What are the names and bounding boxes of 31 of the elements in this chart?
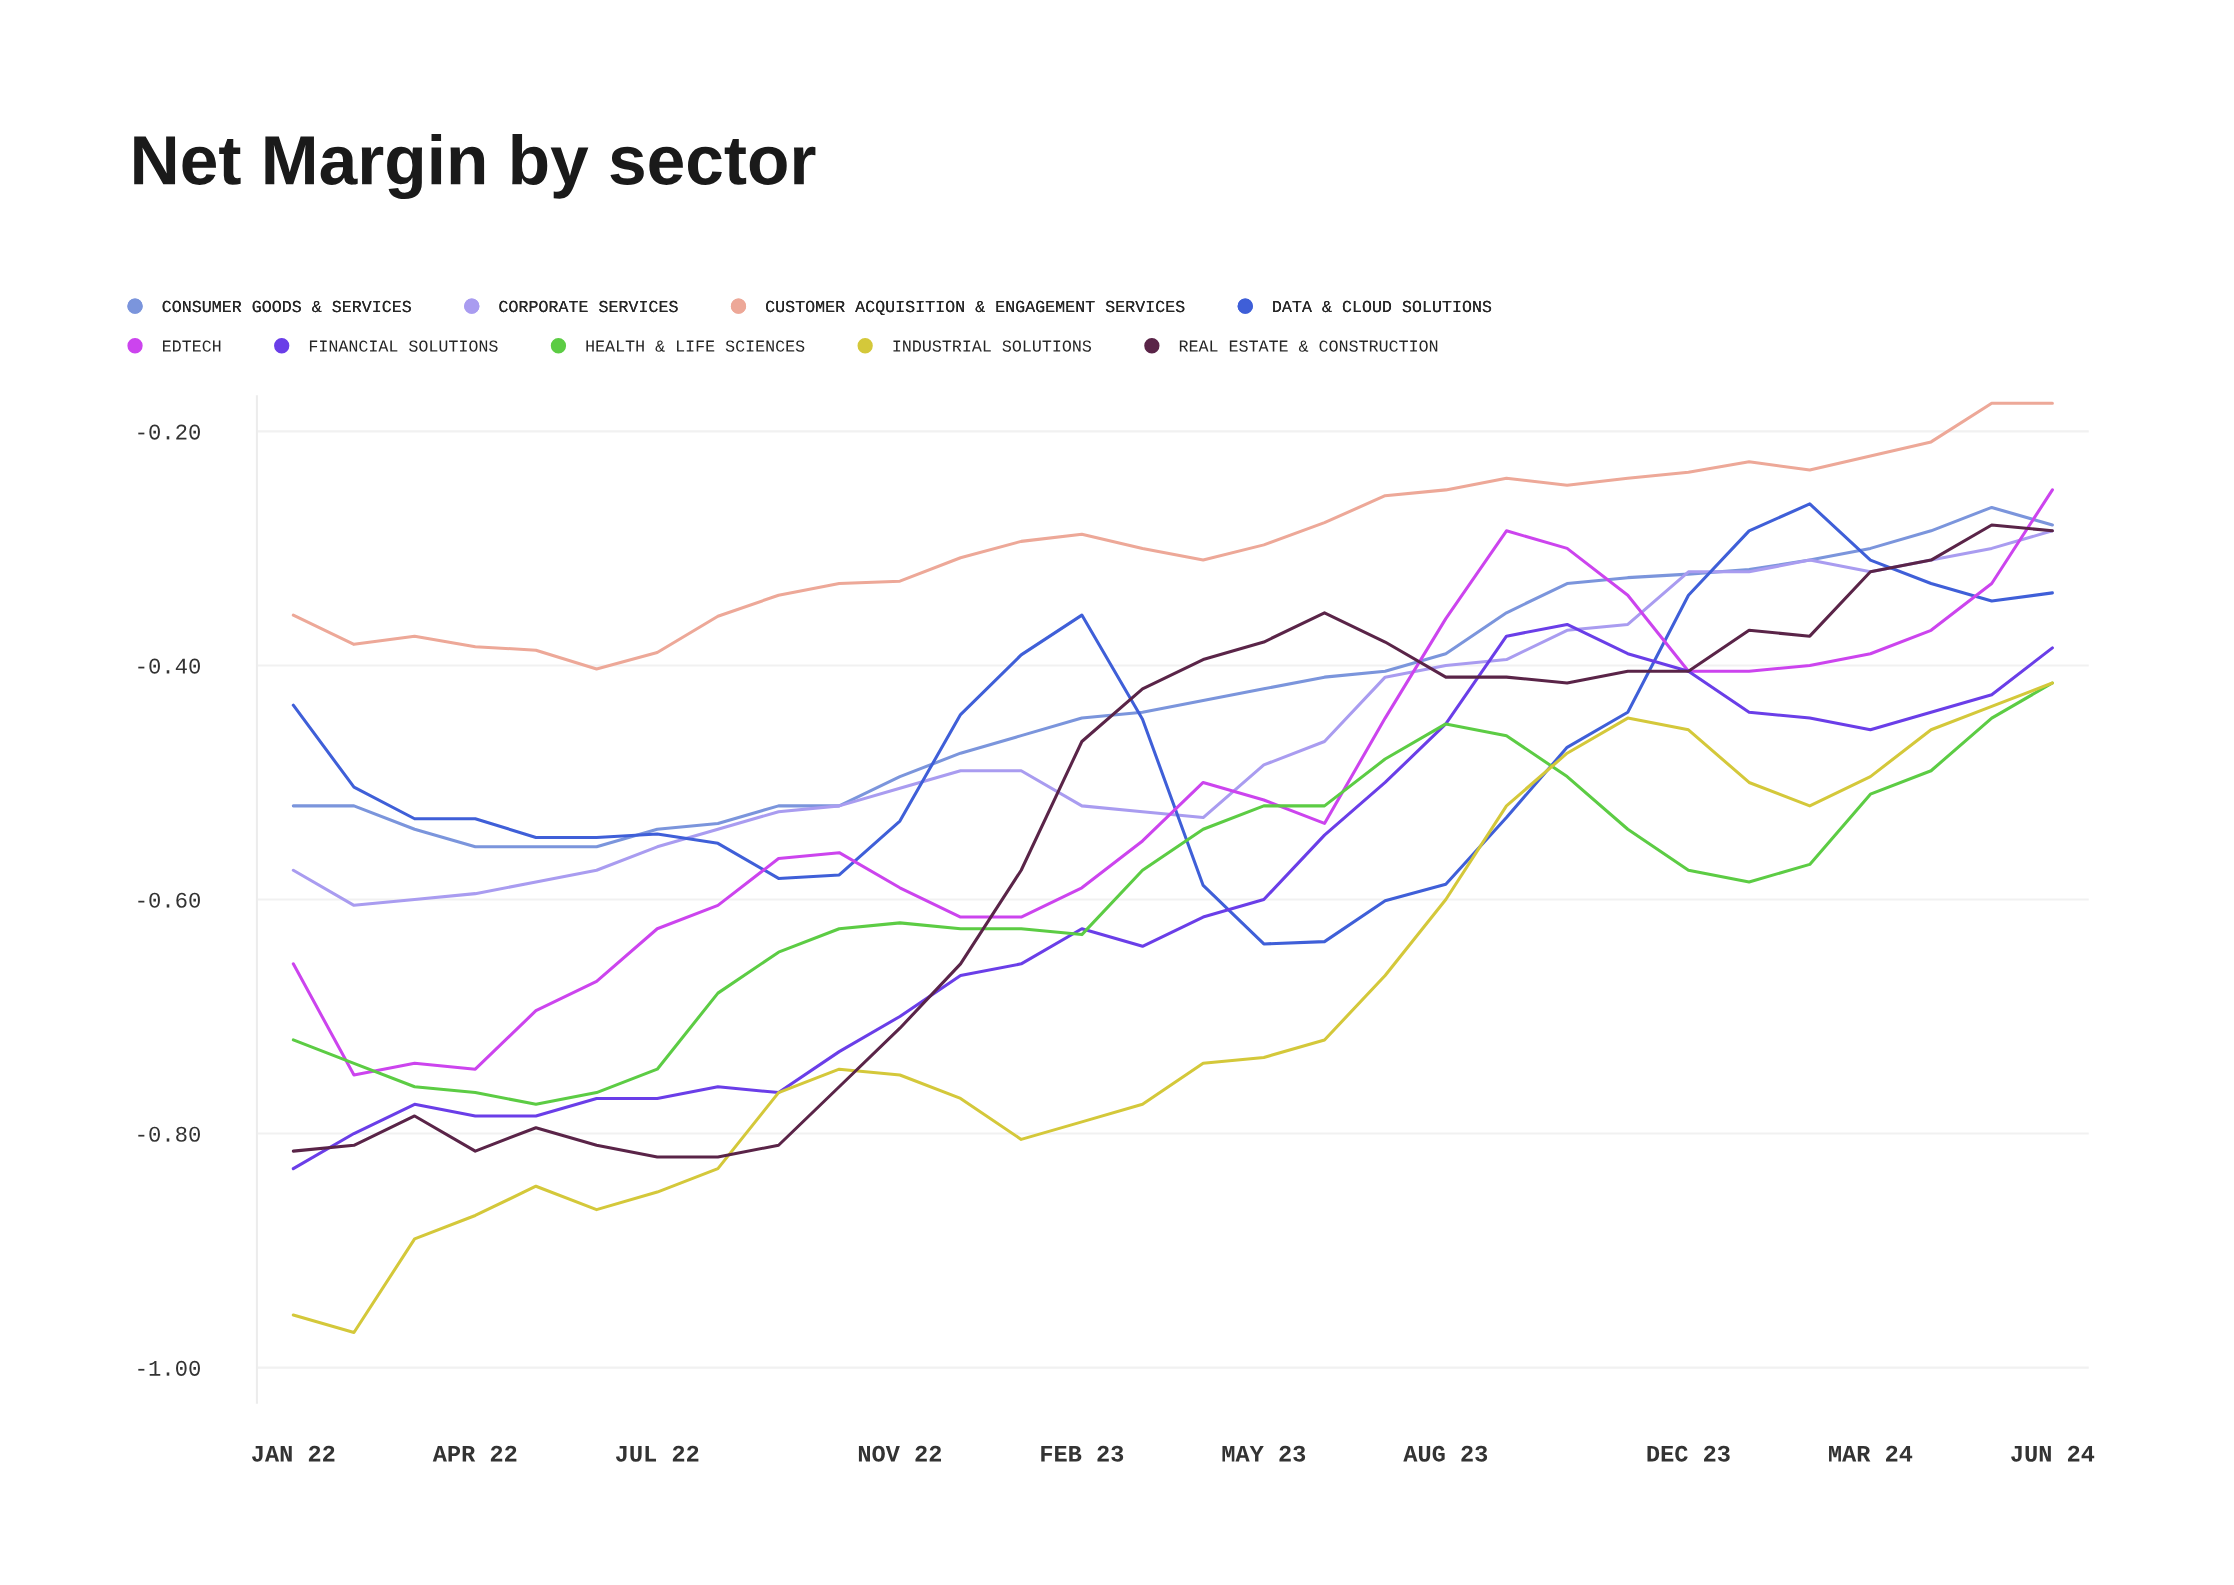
legend-label: CUSTOMER ACQUISITION & ENGAGEMENT SERVICES bbox=[766, 300, 1185, 316]
line-series bbox=[291, 523, 2054, 1159]
legend-label: DATA & CLOUD SOLUTIONS bbox=[1273, 300, 1492, 313]
line-series bbox=[291, 681, 2054, 1335]
y-tick-label: -0.80 bbox=[138, 1126, 200, 1142]
legend-label: REAL ESTATE & CONSTRUCTION bbox=[1179, 340, 1438, 352]
x-tick-label: FEB 23 bbox=[1041, 1445, 1124, 1462]
line-series bbox=[291, 622, 2054, 1171]
x-tick-label: MAR 24 bbox=[1829, 1445, 1913, 1462]
legend-label: CORPORATE SERVICES bbox=[499, 300, 678, 313]
x-tick-label: JAN 22 bbox=[251, 1445, 335, 1462]
line-series bbox=[291, 401, 2054, 671]
x-tick-label: JUN 24 bbox=[2011, 1445, 2095, 1462]
x-tick-label: APR 22 bbox=[432, 1445, 517, 1462]
y-tick-label: -0.40 bbox=[138, 658, 200, 674]
y-tick-label: -1.00 bbox=[138, 1360, 200, 1376]
legend-label: HEALTH & LIFE SCIENCES bbox=[586, 340, 805, 352]
legend-label: INDUSTRIAL SOLUTIONS bbox=[893, 340, 1092, 352]
x-tick-label: DEC 23 bbox=[1647, 1445, 1730, 1462]
x-tick-label: AUG 23 bbox=[1403, 1445, 1488, 1462]
x-tick-label: JUL 22 bbox=[615, 1445, 699, 1462]
chart-title: Net Margin by sector bbox=[134, 133, 816, 199]
y-tick-label: -0.20 bbox=[138, 424, 200, 440]
line-series bbox=[291, 505, 2054, 849]
x-tick-label: MAY 23 bbox=[1222, 1445, 1306, 1462]
line-series bbox=[291, 488, 2054, 1077]
legend-label: EDTECH bbox=[163, 340, 221, 352]
y-tick-label: -0.60 bbox=[138, 892, 200, 908]
legend-label: CONSUMER GOODS & SERVICES bbox=[162, 300, 411, 313]
legend-label: FINANCIAL SOLUTIONS bbox=[309, 340, 498, 352]
x-tick-label: NOV 22 bbox=[858, 1445, 942, 1462]
